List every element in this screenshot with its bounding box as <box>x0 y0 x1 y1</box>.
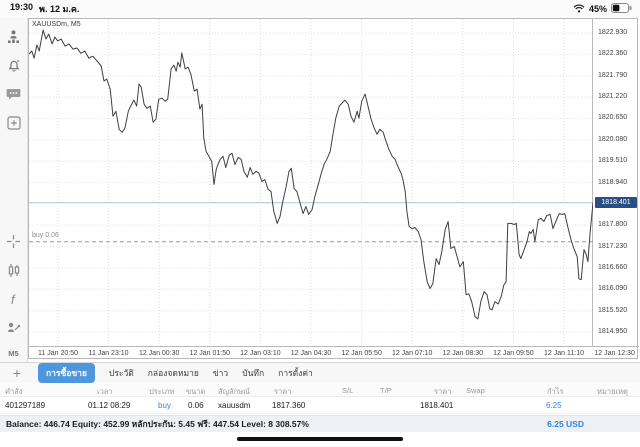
open-position-row[interactable]: 401297189 01.12 08:29 buy 0.06 xauusdm 1… <box>0 397 640 414</box>
left-toolbar: f M5 <box>0 18 28 362</box>
price-tick-label: 1821.790 <box>598 71 628 79</box>
price-tick-label: 1815.520 <box>598 306 628 314</box>
cell-time: 01.12 08:29 <box>88 401 131 410</box>
col-volume: ขนาด <box>186 387 206 396</box>
time-axis[interactable]: 11 Jan 20:50 11 Jan 23:10 12 Jan 00:30 12 J… <box>29 346 639 359</box>
chart-symbol-label: XAUUSDm, M5 <box>32 21 81 28</box>
price-tick-label: 1820.650 <box>598 114 628 122</box>
price-tick-label: 1822.360 <box>598 50 628 58</box>
tab-journal[interactable]: บันทึก <box>242 368 265 378</box>
time-tick-label: 11 Jan 20:50 <box>38 350 78 357</box>
open-position-label: buy 0.06 <box>32 231 59 239</box>
cell-volume: 0.06 <box>188 401 204 410</box>
time-tick-label: 12 Jan 12:30 <box>594 350 635 357</box>
main-area: f M5 XAUUSDm, M5 buy 0.06 1822.930 1822.3… <box>0 18 640 362</box>
indicators-icon[interactable]: f <box>2 287 26 311</box>
price-axis[interactable]: 1822.930 1822.360 1821.790 1821.220 1820.650… <box>594 19 638 346</box>
wifi-icon <box>573 4 585 15</box>
price-line-chart <box>29 19 593 346</box>
col-profit: กำไร <box>547 387 564 396</box>
battery-percent: 45% <box>588 4 607 14</box>
tab-mailbox[interactable]: กล่องจดหมาย <box>147 368 199 378</box>
current-price-badge: 1818.401 <box>595 197 637 209</box>
price-tick-label: 1822.930 <box>598 29 628 36</box>
cell-symbol: xauusdm <box>218 401 251 410</box>
account-summary-bar: Balance: 446.74 Equity: 452.99 หลักประกั… <box>0 415 640 432</box>
add-tab-button[interactable]: + <box>12 365 22 381</box>
cell-type: buy <box>158 401 171 410</box>
price-tick-label: 1816.660 <box>598 263 628 271</box>
bottom-tab-bar: + การซื้อขาย ประวัติ กล่องจดหมาย ข่าว บั… <box>0 362 640 383</box>
timeframe-label[interactable]: M5 <box>8 349 19 358</box>
new-order-icon[interactable] <box>2 111 26 135</box>
orders-table-header: คำสั่ง เวลา ประเภท ขนาด สัญลักษณ์ ราคา S… <box>0 383 640 397</box>
objects-icon[interactable] <box>2 316 26 340</box>
status-bar: 19:30 พ. 12 ม.ค. 45% <box>0 0 640 18</box>
battery-icon <box>611 3 632 15</box>
account-profit: 6.25 USD <box>547 419 584 429</box>
time-tick-label: 12 Jan 11:10 <box>544 350 584 357</box>
price-tick-label: 1816.090 <box>598 285 628 293</box>
col-tp: T/P <box>380 386 392 395</box>
crosshair-icon[interactable] <box>2 229 26 253</box>
time-tick-label: 12 Jan 08:30 <box>442 350 484 357</box>
price-tick-label: 1818.940 <box>598 178 628 186</box>
time-tick-label: 12 Jan 03:10 <box>240 350 281 357</box>
col-type: ประเภท <box>149 387 175 396</box>
col-time: เวลา <box>97 387 113 396</box>
price-tick-label: 1814.950 <box>598 328 628 336</box>
tab-history[interactable]: ประวัติ <box>108 368 134 378</box>
time-tick-label: 12 Jan 07:10 <box>391 350 433 357</box>
cell-open-price: 1817.360 <box>272 401 306 410</box>
time-tick-label: 12 Jan 09:50 <box>493 350 534 357</box>
candles-icon[interactable] <box>2 258 26 282</box>
time-tick-label: 12 Jan 04:30 <box>290 350 332 357</box>
col-symbol: สัญลักษณ์ <box>218 387 251 396</box>
price-tick-label: 1820.080 <box>598 135 628 143</box>
tab-trade[interactable]: การซื้อขาย <box>38 363 95 383</box>
chat-icon[interactable] <box>2 82 26 106</box>
time-tick-label: 12 Jan 01:50 <box>189 350 231 357</box>
trader-icon[interactable] <box>2 24 26 48</box>
price-tick-label: 1817.800 <box>598 221 628 229</box>
tab-settings[interactable]: การตั้งค่า <box>278 368 313 378</box>
col-order: คำสั่ง <box>5 387 23 396</box>
col-comment: หมายเหตุ <box>597 387 628 396</box>
tab-news[interactable]: ข่าว <box>212 368 229 378</box>
cell-price: 1818.401 <box>420 401 454 410</box>
chart-plot[interactable]: XAUUSDm, M5 buy 0.06 <box>29 19 593 346</box>
price-tick-label: 1821.220 <box>598 93 628 101</box>
cell-order: 401297189 <box>5 401 46 410</box>
alerts-icon[interactable] <box>2 53 26 77</box>
status-date: พ. 12 ม.ค. <box>39 4 80 14</box>
price-tick-label: 1817.230 <box>598 242 628 250</box>
cell-profit: 6.25 <box>546 401 562 410</box>
svg-text:f: f <box>11 292 16 307</box>
time-tick-label: 11 Jan 23:10 <box>88 350 129 357</box>
time-tick-label: 12 Jan 00:30 <box>138 350 180 357</box>
col-swap: Swap <box>466 386 485 395</box>
col-sl: S/L <box>342 386 354 395</box>
chart-widget: XAUUSDm, M5 buy 0.06 1822.930 1822.360 182… <box>28 18 639 359</box>
price-tick-label: 1819.510 <box>598 157 628 165</box>
clock-time: 19:30 <box>10 2 34 12</box>
col-open-price: ราคา <box>274 387 292 396</box>
home-indicator[interactable] <box>237 437 403 441</box>
time-tick-label: 12 Jan 05:50 <box>341 350 382 357</box>
col-price: ราคา <box>434 387 452 396</box>
account-summary-text: Balance: 446.74 Equity: 452.99 หลักประกั… <box>6 419 309 429</box>
